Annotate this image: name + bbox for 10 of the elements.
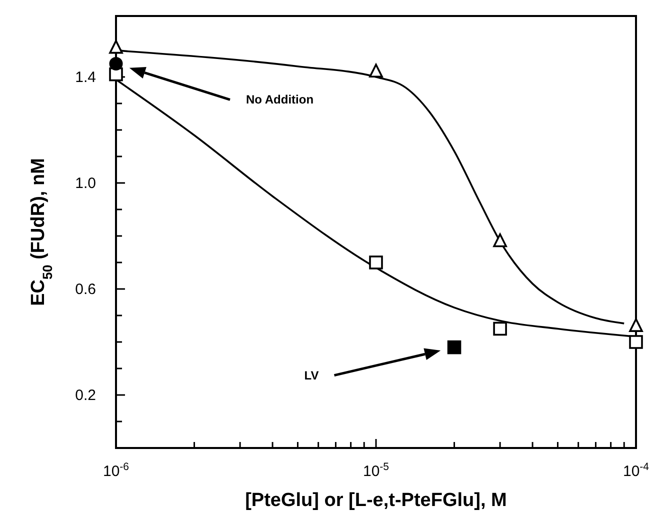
y-tick-label: 1.0 (75, 174, 96, 192)
y-tick-label: 1.4 (75, 68, 96, 86)
y-tick-label: 0.6 (75, 280, 96, 298)
y-tick-label: 0.2 (75, 386, 96, 404)
x-axis-title: [PteGlu] or [L-e,t-PteFGlu], M (245, 490, 507, 511)
x-tick-label: 10$^{-5}$ (362, 461, 390, 480)
annotation: No Addition (246, 92, 314, 107)
x-tick-label: 10$^{-6}$ (102, 461, 130, 480)
annotation: LV (304, 368, 319, 382)
x-tick-label: 10$^{-4}$ (622, 461, 650, 480)
